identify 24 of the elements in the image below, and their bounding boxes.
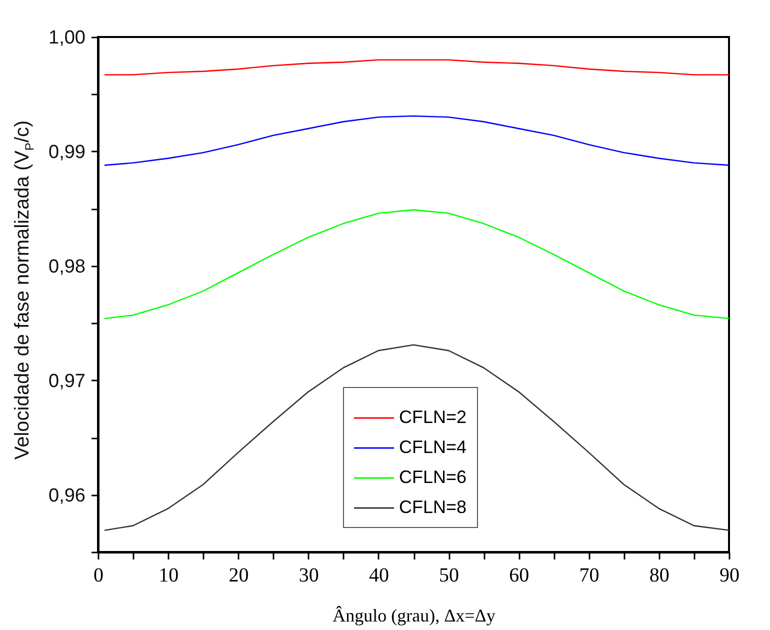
- x-tick-label: 40: [368, 564, 389, 586]
- y-tick-label: 0,99: [48, 142, 86, 163]
- x-tick-label: 10: [158, 564, 179, 586]
- x-tick-label: 90: [720, 564, 740, 586]
- legend-label: CFLN=8: [399, 497, 467, 517]
- line-series: [104, 344, 729, 531]
- x-tick-label: 30: [298, 564, 319, 586]
- x-tick-label: 70: [579, 564, 600, 586]
- x-tick-label: 50: [439, 564, 460, 586]
- y-tick-label: 0,96: [48, 485, 86, 506]
- line-series: [104, 209, 729, 320]
- x-tick-label: 60: [509, 564, 530, 586]
- legend-label: CFLN=4: [399, 437, 467, 457]
- legend-label: CFLN=6: [399, 467, 467, 487]
- y-tick-label: 1,00: [48, 28, 86, 48]
- x-tick-label: 20: [228, 564, 249, 586]
- y-tick-label: 0,98: [48, 256, 86, 278]
- legend-label: CFLN=2: [399, 407, 467, 427]
- x-tick-label: 80: [649, 564, 670, 586]
- x-tick-label: 0: [94, 564, 104, 586]
- x-axis-title: Ângulo (grau), Δx=Δy: [332, 606, 496, 626]
- line-series: [104, 59, 729, 76]
- y-tick-label: 0,97: [48, 370, 86, 392]
- line-series: [104, 115, 729, 166]
